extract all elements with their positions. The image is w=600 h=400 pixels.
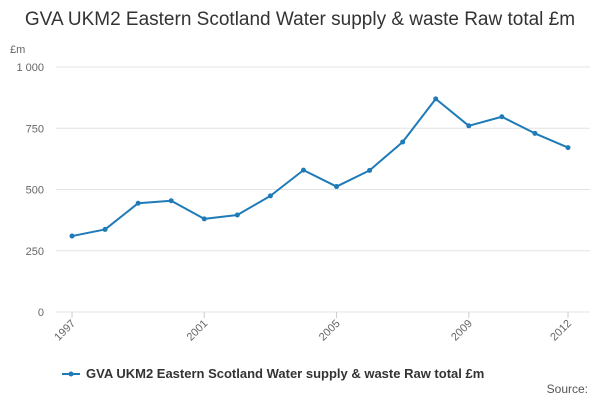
data-point — [135, 200, 141, 206]
legend-label: GVA UKM2 Eastern Scotland Water supply &… — [86, 366, 485, 381]
data-point — [565, 145, 571, 151]
gridlines — [56, 66, 590, 313]
y-tick-label: 750 — [26, 123, 44, 135]
legend[interactable]: GVA UKM2 Eastern Scotland Water supply &… — [62, 366, 484, 381]
data-point — [499, 114, 505, 120]
data-point — [367, 167, 373, 173]
data-point — [400, 139, 406, 145]
data-point — [532, 130, 538, 136]
data-point — [102, 226, 108, 232]
y-axis-unit-label: £m — [10, 44, 26, 56]
chart-title: GVA UKM2 Eastern Scotland Water supply &… — [24, 9, 576, 30]
data-point — [69, 233, 75, 239]
data-point — [201, 216, 207, 222]
x-tick-label: 2009 — [449, 318, 475, 344]
y-tick-label: 0 — [38, 307, 44, 319]
y-tick-label: 250 — [26, 246, 44, 258]
series-layer — [69, 96, 571, 239]
data-point — [267, 193, 273, 199]
data-point — [168, 198, 174, 204]
data-point — [234, 212, 240, 218]
y-axis-ticks: 0 250 500 750 1 000 — [16, 62, 44, 319]
x-tick-label: 1997 — [52, 318, 78, 344]
data-point — [466, 123, 472, 129]
x-tick-label: 2012 — [548, 318, 574, 344]
x-tick-label: 2005 — [317, 318, 343, 344]
data-point — [433, 96, 439, 102]
y-tick-label: 500 — [26, 185, 44, 197]
legend-swatch — [62, 371, 80, 376]
data-point — [300, 167, 306, 173]
y-tick-label: 1 000 — [16, 62, 44, 74]
data-point — [334, 184, 340, 190]
source-label: Source: — [546, 382, 588, 396]
x-tick-label: 2001 — [185, 318, 211, 344]
x-axis-ticks: 1997 2001 2005 2009 2012 — [52, 312, 574, 343]
series-line — [71, 97, 569, 238]
